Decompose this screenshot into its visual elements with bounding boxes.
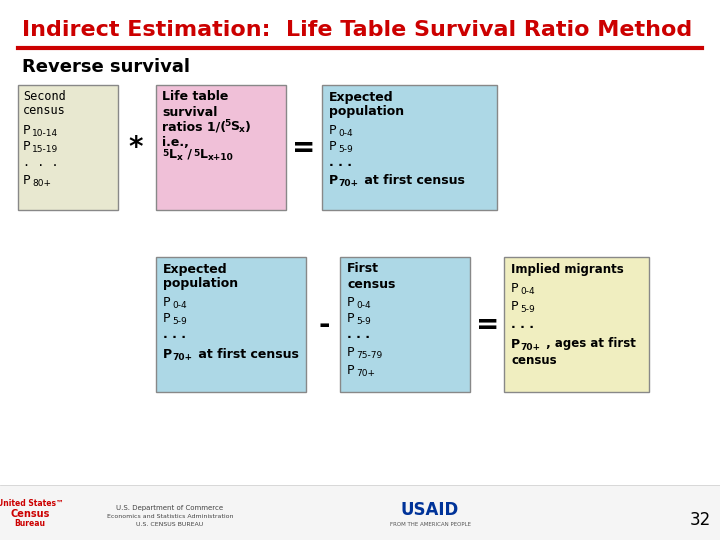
Text: FROM THE AMERICAN PEOPLE: FROM THE AMERICAN PEOPLE [390,522,470,526]
Text: 15-19: 15-19 [32,145,58,154]
Text: , ages at first: , ages at first [542,338,636,350]
Text: U.S. CENSUS BUREAU: U.S. CENSUS BUREAU [136,522,204,526]
Text: P: P [163,348,172,361]
Text: 70+: 70+ [172,353,192,361]
Text: population: population [329,105,404,118]
Text: population: population [163,278,238,291]
Text: . . .: . . . [347,328,370,341]
Text: P: P [163,313,171,326]
Text: . . .: . . . [23,157,58,170]
Text: 0-4: 0-4 [356,301,371,310]
FancyBboxPatch shape [322,85,497,210]
Text: Reverse survival: Reverse survival [22,58,190,76]
Text: 70+: 70+ [338,179,358,187]
Text: U.S. Department of Commerce: U.S. Department of Commerce [117,505,224,511]
Text: P: P [329,140,336,153]
Text: S: S [230,120,239,133]
Text: 5: 5 [162,150,168,159]
Text: at first census: at first census [360,173,465,186]
Text: 5: 5 [224,119,230,129]
FancyBboxPatch shape [340,257,470,392]
Text: P: P [347,363,354,376]
FancyBboxPatch shape [18,85,118,210]
Text: . . .: . . . [163,328,186,341]
Text: *: * [129,134,143,162]
Text: census: census [511,354,557,368]
Text: P: P [347,346,354,359]
Text: L: L [169,147,177,160]
Text: P: P [329,125,336,138]
Text: 10-14: 10-14 [32,130,58,138]
Text: 70+: 70+ [520,342,540,352]
FancyBboxPatch shape [0,485,720,540]
Text: 70+: 70+ [356,368,375,377]
Text: Expected: Expected [163,262,228,275]
Text: P: P [347,296,354,309]
Text: 5-9: 5-9 [356,318,371,327]
Text: Expected: Expected [329,91,394,104]
Text: -: - [318,311,330,339]
Text: Implied migrants: Implied migrants [511,262,624,275]
Text: ratios 1/(: ratios 1/( [162,120,226,133]
Text: Economics and Statistics Administration: Economics and Statistics Administration [107,514,233,518]
FancyBboxPatch shape [156,85,286,210]
Text: 5-9: 5-9 [338,145,353,154]
Text: P: P [23,125,30,138]
Text: 32: 32 [689,511,711,529]
Text: at first census: at first census [194,348,299,361]
Text: x: x [177,153,183,163]
FancyBboxPatch shape [156,257,306,392]
Text: Life table: Life table [162,91,228,104]
Text: Second: Second [23,91,66,104]
Text: census: census [347,278,395,291]
Text: 5-9: 5-9 [520,306,535,314]
Text: P: P [347,313,354,326]
Text: 0-4: 0-4 [172,301,186,310]
Text: survival: survival [162,105,217,118]
Text: Bureau: Bureau [14,518,45,528]
Text: Census: Census [10,509,50,519]
Text: /: / [183,147,192,160]
Text: 0-4: 0-4 [520,287,535,296]
Text: First: First [347,262,379,275]
Text: L: L [200,147,208,160]
Text: =: = [292,134,315,162]
Text: census: census [23,105,66,118]
Text: P: P [163,296,171,309]
Text: Indirect Estimation:  Life Table Survival Ratio Method: Indirect Estimation: Life Table Survival… [22,20,692,40]
Text: i.e.,: i.e., [162,136,189,148]
Text: P: P [23,140,30,153]
Text: =: = [477,311,500,339]
FancyBboxPatch shape [504,257,649,392]
Text: . . .: . . . [511,319,534,332]
Text: P: P [511,338,520,350]
Text: 80+: 80+ [32,179,51,187]
Text: P: P [511,282,518,295]
Text: 0-4: 0-4 [338,130,353,138]
Text: 5: 5 [193,150,199,159]
Text: United States™: United States™ [0,500,63,509]
Text: P: P [511,300,518,314]
Text: P: P [329,173,338,186]
Text: x: x [239,125,245,134]
Text: ): ) [245,120,251,133]
Text: . . .: . . . [329,157,352,170]
Text: x+10: x+10 [208,153,234,163]
Text: USAID: USAID [401,501,459,519]
Text: 5-9: 5-9 [172,318,186,327]
Text: P: P [23,173,30,186]
Text: 75-79: 75-79 [356,350,382,360]
